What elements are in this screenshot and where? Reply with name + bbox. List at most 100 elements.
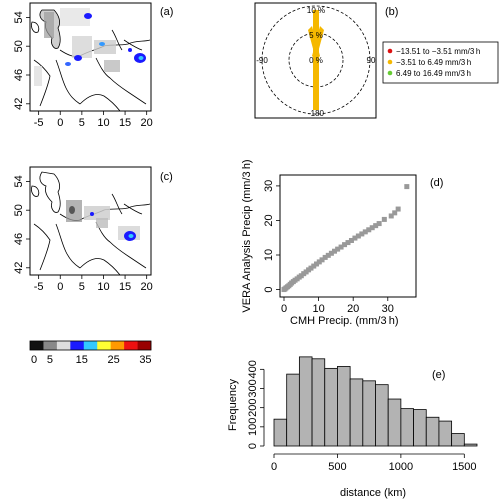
histogram-bar	[286, 373, 300, 447]
map-x-tick-label: 15	[119, 117, 131, 129]
scatter-point	[325, 252, 331, 258]
colorbar-cell	[30, 341, 44, 350]
scatter-points	[281, 184, 410, 293]
colorbar-cell	[70, 341, 85, 350]
scatter-y-tick-label: 0	[263, 286, 275, 292]
colorbar-cell	[124, 341, 138, 350]
scatter-point	[316, 259, 322, 265]
histogram-bar	[451, 433, 465, 447]
histogram-bar	[413, 409, 427, 447]
map-x-tick-label: 5	[79, 117, 85, 129]
map-x-tick-label: 10	[97, 117, 109, 129]
histogram-bar	[375, 384, 389, 447]
scatter-x-tick-label: 20	[347, 303, 359, 315]
scatter-point	[359, 231, 365, 237]
histogram-bar	[298, 356, 313, 447]
histogram-y-tick-label: 300	[247, 379, 259, 397]
histogram-x-tick-label: 0	[271, 461, 277, 473]
polar-ring-label-center: 0 %	[309, 56, 323, 65]
map-x-tick-label: 0	[57, 117, 63, 129]
colorbar-tick-label: 15	[76, 354, 88, 366]
panel-a-label: (a)	[160, 6, 173, 18]
map-y-tick-label: 42	[13, 262, 25, 274]
scatter-point	[328, 250, 334, 256]
histogram-bar	[400, 408, 414, 447]
panel-c-label: (c)	[160, 171, 173, 183]
histogram-bar	[349, 378, 364, 447]
histogram-x-tick-label: 500	[328, 461, 346, 473]
polar-ring-label-outer: 10 %	[307, 6, 325, 15]
scatter-point	[388, 213, 394, 219]
histogram-x-tick-label: 1500	[452, 461, 476, 473]
scatter-x-tick-label: 30	[382, 303, 394, 315]
polar-angle-label-bottom: -180	[308, 109, 325, 118]
legend-box	[382, 41, 499, 84]
legend-swatch-2	[387, 59, 393, 65]
scatter-x-tick-label: 10	[312, 303, 324, 315]
scatter-point	[381, 216, 387, 222]
scatter-point	[352, 235, 358, 241]
scatter-point	[314, 261, 320, 267]
colorbar-cell	[110, 341, 125, 350]
scatter-point	[392, 210, 398, 216]
scatter-point	[376, 221, 382, 227]
polar-angle-label-left: -90	[256, 56, 268, 65]
histogram-bar	[311, 358, 326, 447]
histogram-y-tick-label: 0	[247, 443, 259, 449]
panel-b-label: (b)	[385, 6, 398, 18]
map-y-tick-label: 50	[13, 204, 25, 216]
scatter-point	[355, 233, 361, 239]
histogram-bar	[438, 420, 453, 447]
polar-ring-label-middle: 5 %	[309, 31, 323, 40]
panel-e-label: (e)	[432, 369, 445, 381]
scatter-point	[348, 237, 354, 243]
legend-label-2: −3.51 to 6.49 mm/3 h	[396, 58, 471, 67]
colorbar-tick-label: 5	[47, 354, 53, 366]
scatter-x-tick-label: 0	[281, 303, 287, 315]
scatter-point	[342, 242, 348, 248]
polar-ring-outer	[261, 5, 371, 115]
scatter-point	[335, 246, 341, 252]
scatter-point	[322, 254, 328, 260]
map-y-tick-label: 46	[13, 233, 25, 245]
colorbar-tick-label: 35	[139, 354, 151, 366]
scatter-point	[362, 229, 368, 235]
panel-a-map: -5 0 5 10 15 20 42 46 50 54 (a)	[13, 2, 173, 129]
scatter-point	[395, 206, 401, 212]
panel-c-axes: -5 0 5 10 15 20 42 46 50 54	[13, 175, 153, 293]
scatter-x-label: CMH Precip. (mm/3 h)	[290, 315, 399, 327]
scatter-point	[369, 225, 375, 231]
map-y-tick-label: 46	[13, 69, 25, 81]
rose-petal-axis	[313, 10, 319, 110]
panel-c-map: -5 0 5 10 15 20 42 46 50 54 (c)	[13, 166, 173, 293]
histogram-bar	[387, 398, 402, 447]
scatter-point	[373, 223, 379, 229]
map-x-tick-label: -5	[34, 117, 44, 129]
map-x-tick-label: 0	[57, 281, 63, 293]
scatter-y-tick-label: 20	[263, 214, 275, 226]
scatter-point	[366, 227, 372, 233]
histogram-y-tick-label: 200	[247, 398, 259, 416]
colorbar-ticks: 0 5 15 25 35	[31, 354, 152, 366]
rose-petals	[308, 8, 324, 112]
histogram-y-tick-label: 400	[247, 360, 259, 378]
legend-swatch-3	[387, 70, 393, 76]
legend-label-3: 6.49 to 16.49 mm/3 h	[396, 69, 471, 78]
map-x-tick-label: 10	[97, 281, 109, 293]
panel-c-coastlines	[31, 171, 151, 275]
scatter-point	[404, 184, 410, 190]
panel-b-rose: 10 % 5 % 0 % -90 90 -180 (b)	[254, 2, 398, 119]
colorbar-tick-label: 25	[107, 354, 119, 366]
map-y-tick-label: 42	[13, 98, 25, 110]
colorbar-cells	[30, 341, 152, 350]
scatter-point	[345, 240, 351, 246]
map-x-tick-label: 15	[119, 281, 131, 293]
scatter-axes: 0 10 20 30 0 10 20 30	[263, 180, 394, 315]
colorbar-tick-label: 0	[31, 354, 37, 366]
histogram-y-tick-label: 100	[247, 418, 259, 436]
scatter-y-label: VERA Analysis Precip (mm/3 h)	[241, 159, 253, 312]
map-x-tick-label: 20	[141, 281, 153, 293]
panel-a-axes: -5 0 5 10 15 20 42 46 50 54	[13, 11, 153, 129]
panel-d-scatter: 0 10 20 30 0 10 20 30 CMH Precip. (mm/3 h) VERA…	[241, 159, 443, 327]
